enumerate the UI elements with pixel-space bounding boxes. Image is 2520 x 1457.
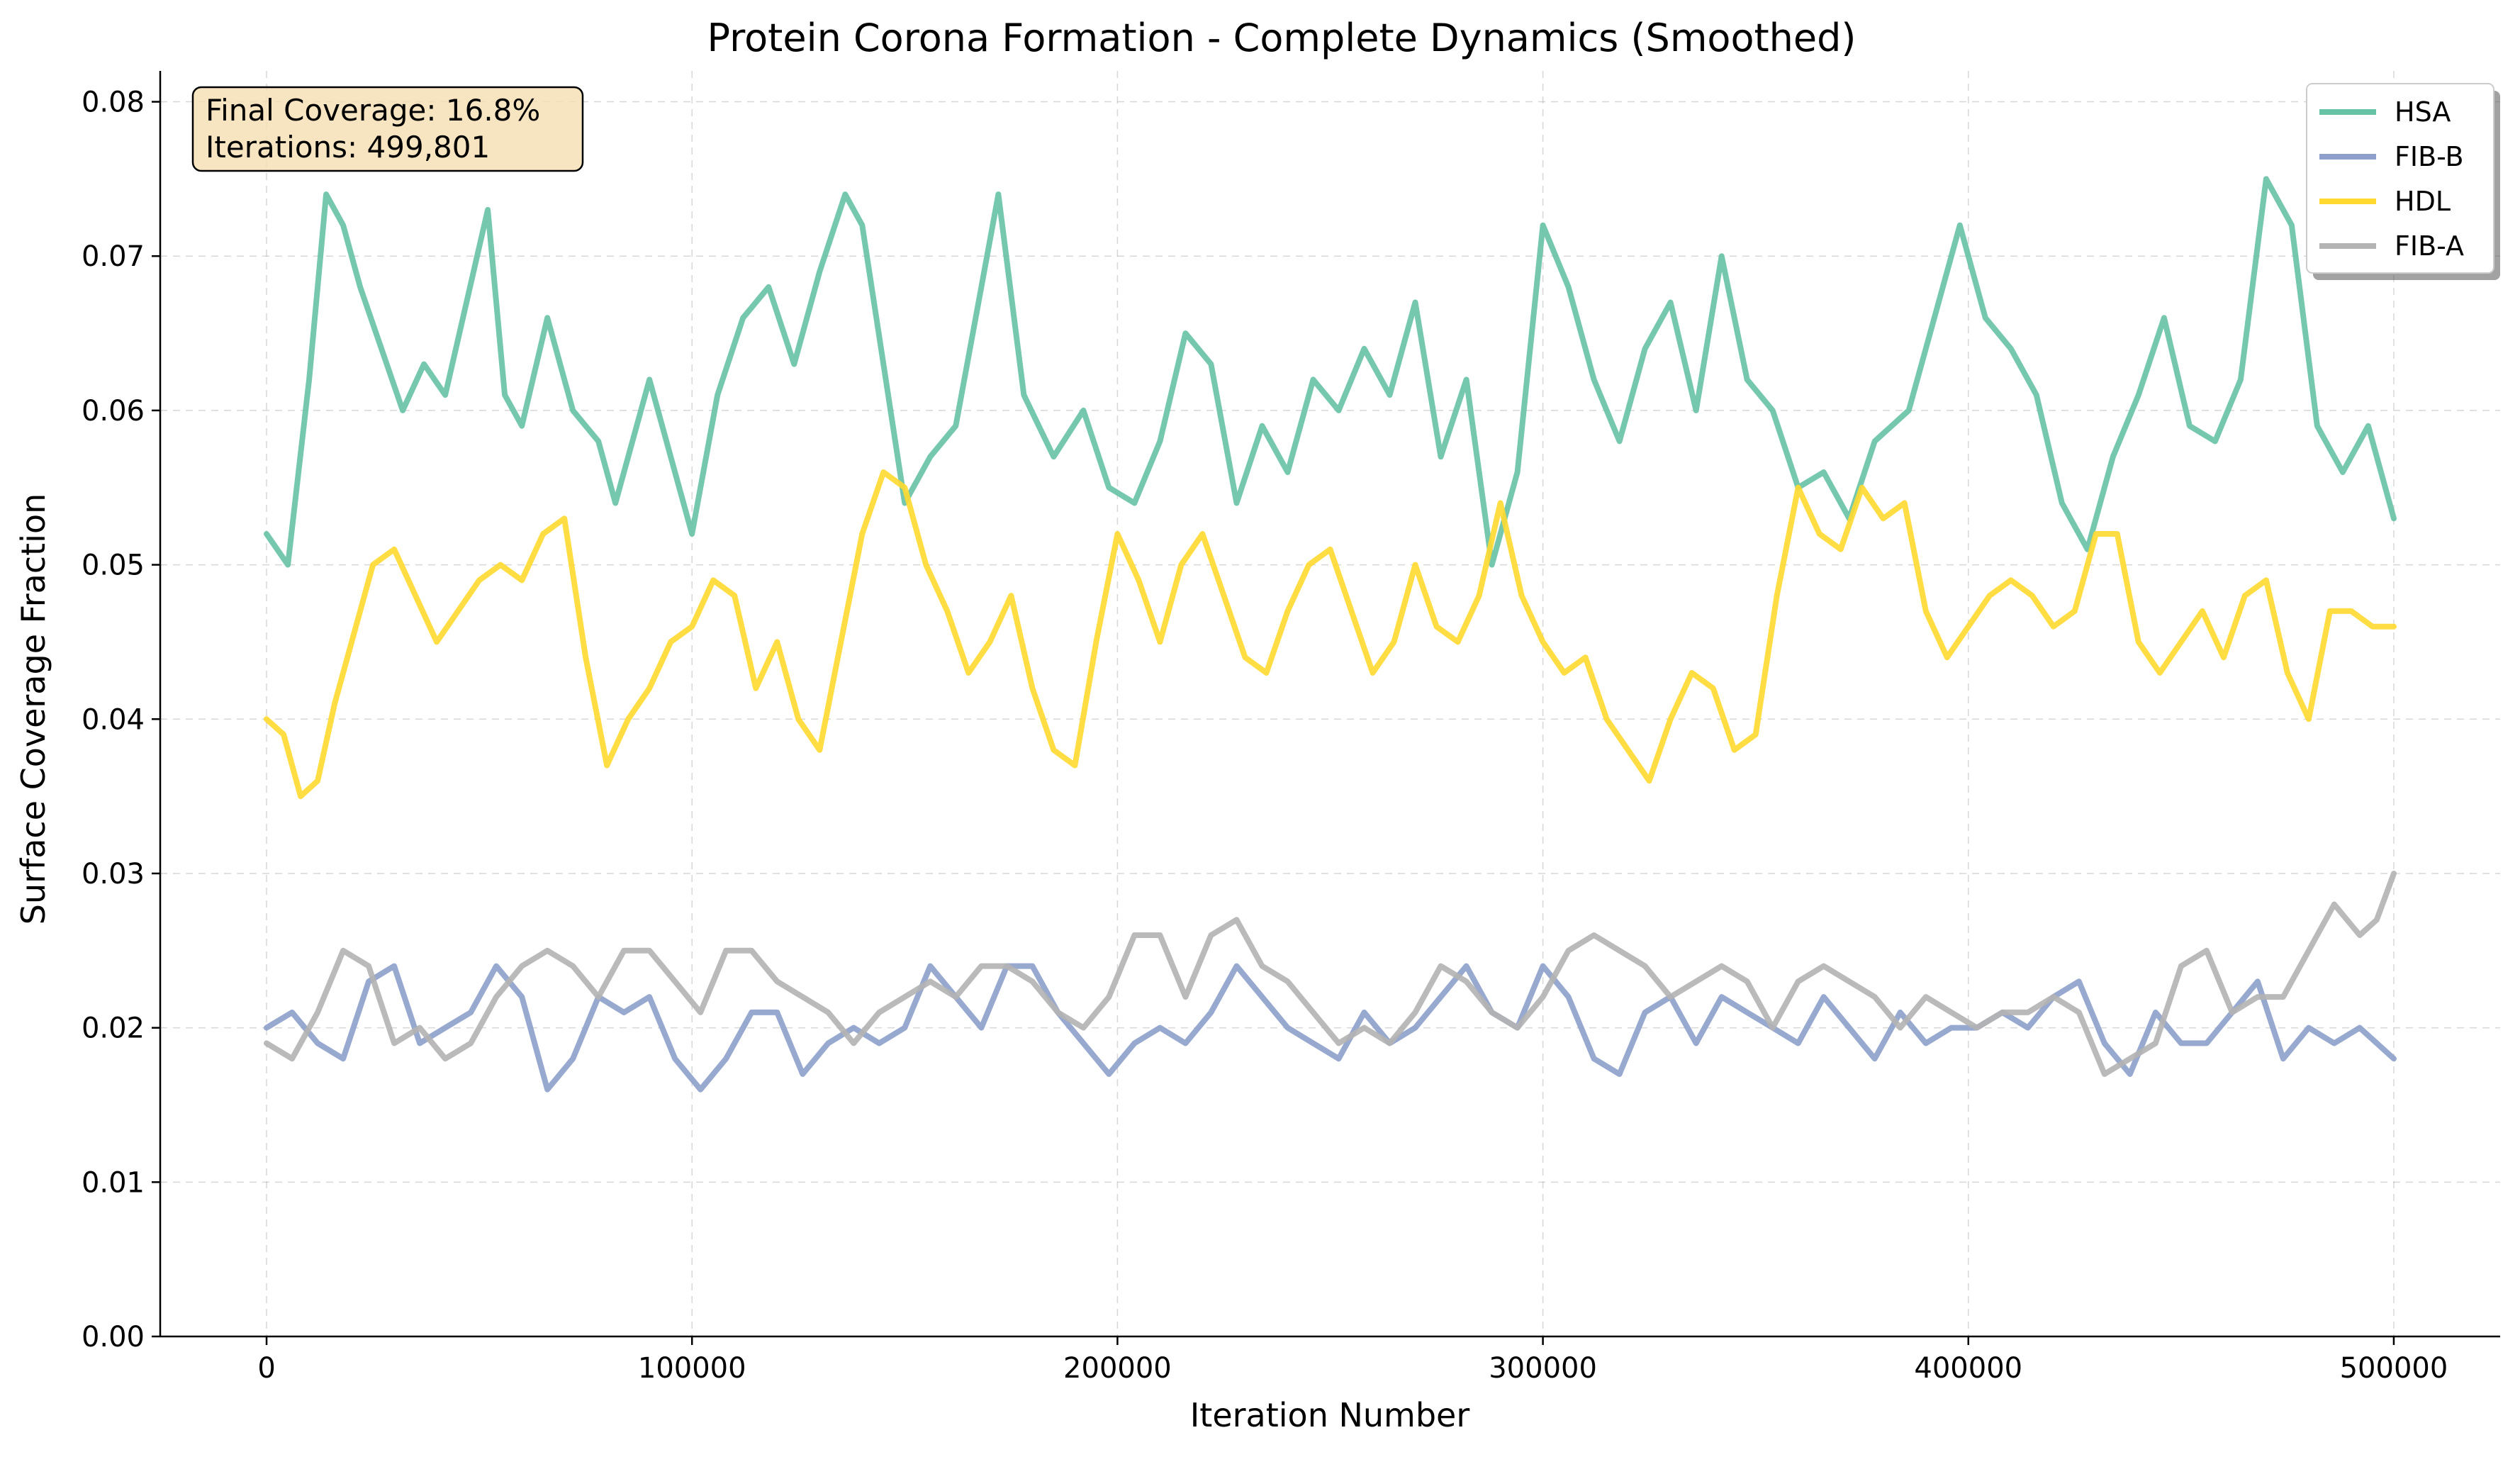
x-tick-label: 200000	[1063, 1352, 1172, 1385]
y-tick-label: 0.06	[82, 395, 145, 428]
series-line-fib-b	[264, 963, 2397, 1093]
series-line-fib-a	[264, 871, 2397, 1077]
y-tick-label: 0.04	[82, 703, 145, 736]
axes	[159, 71, 2500, 1338]
x-tick-label: 500000	[2340, 1352, 2448, 1385]
annotation-line1: Final Coverage: 16.8%	[206, 93, 540, 128]
annotation-line2: Iterations: 499,801	[206, 130, 490, 164]
legend-label-fib-b: FIB-B	[2395, 141, 2464, 172]
y-tick-label: 0.02	[82, 1012, 145, 1045]
y-tick-label: 0.03	[82, 858, 145, 891]
grid	[160, 71, 2500, 1337]
x-tick-label: 100000	[638, 1352, 746, 1385]
y-tick-label: 0.08	[82, 86, 145, 119]
legend-label-fib-a: FIB-A	[2395, 230, 2464, 262]
legend-label-hsa: HSA	[2395, 96, 2451, 128]
ticks: 0 100000 200000 300000 400000 500000 0.00 0.01 0…	[82, 86, 2448, 1385]
chart-title: Protein Corona Formation - Complete Dyna…	[707, 16, 1857, 60]
y-tick-label: 0.01	[82, 1166, 145, 1199]
y-tick-label: 0.00	[82, 1321, 145, 1353]
y-axis-label: Surface Coverage Fraction	[14, 493, 52, 925]
series-group	[264, 176, 2397, 1093]
x-tick-label: 300000	[1489, 1352, 1597, 1385]
y-tick-label: 0.05	[82, 549, 145, 582]
x-tick-label: 0	[257, 1352, 275, 1385]
annotation-box: Final Coverage: 16.8% Iterations: 499,80…	[191, 86, 584, 172]
series-line-hdl	[264, 469, 2397, 800]
x-tick-label: 400000	[1914, 1352, 2022, 1385]
y-tick-label: 0.07	[82, 240, 145, 273]
legend-label-hdl: HDL	[2395, 186, 2451, 217]
x-axis-label: Iteration Number	[1190, 1396, 1470, 1434]
series-line-hsa	[264, 176, 2397, 568]
legend: HSA FIB-B HDL FIB-A	[2306, 83, 2500, 280]
